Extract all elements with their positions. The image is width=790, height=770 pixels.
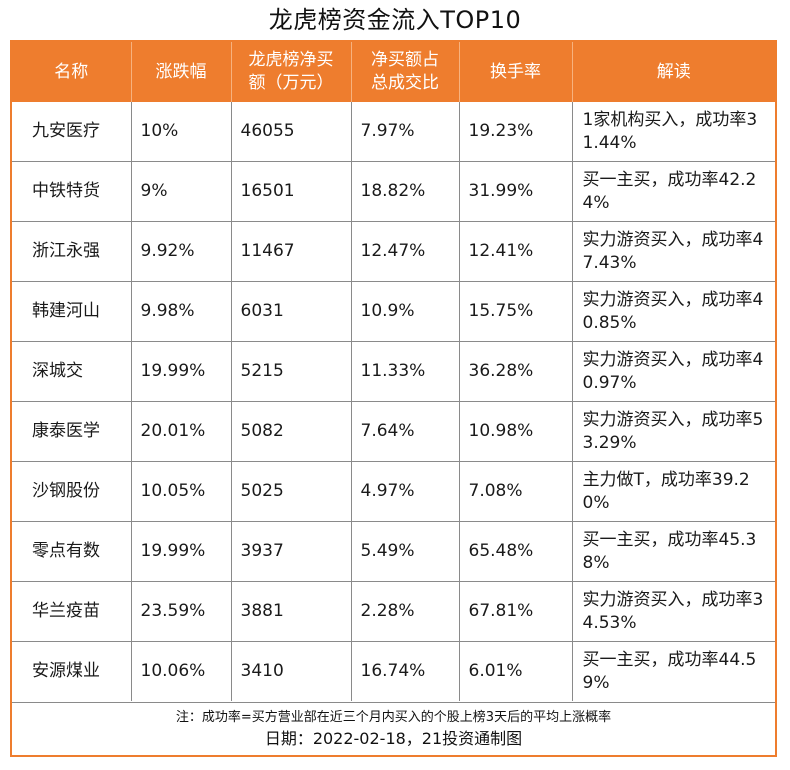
cell-stock-name: 九安医疗 <box>32 121 100 141</box>
cell-turnover-rate: 19.23% <box>458 102 572 162</box>
cell-net-buy-amount: 11467 <box>230 221 351 282</box>
cell-turnover-rate: 67.81% <box>458 581 572 642</box>
cell-stock-name: 沙钢股份 <box>12 461 131 522</box>
cell-net-buy-ratio: 5.49% <box>350 521 459 582</box>
cell-net-buy-amount: 3881 <box>230 581 351 642</box>
cell-net-buy-amount: 3937 <box>230 521 351 582</box>
cell-interpretation: 1家机构买入，成功率31.44% <box>571 102 775 162</box>
table-row: 沙钢股份 10.05% 5025 4.97% 7.08% 主力做T，成功率39.20% <box>12 461 775 522</box>
cell-net-buy-ratio: 11.33% <box>350 341 459 402</box>
table-row: 中铁特货 9% 16501 18.82% 31.99% 买一主买，成功率42.24% <box>12 161 775 222</box>
cell-interpretation: 实力游资买入，成功率53.29% <box>571 401 775 462</box>
cell-net-buy-amount: 3410 <box>230 641 351 701</box>
cell-turnover-rate: 65.48% <box>458 521 572 582</box>
cell-interpretation: 主力做T，成功率39.20% <box>571 461 775 522</box>
header-net-buy-ratio: 净买额占总成交比 <box>350 42 459 102</box>
cell-stock-name: 浙江永强 <box>12 221 131 282</box>
cell-turnover-rate: 15.75% <box>458 281 572 342</box>
cell-interpretation: 实力游资买入，成功率40.85% <box>571 281 775 342</box>
cell-net-buy-amount: 16501 <box>230 161 351 222</box>
cell-net-buy-amount: 5025 <box>230 461 351 522</box>
cell-interpretation: 买一主买，成功率42.24% <box>571 161 775 222</box>
table-row: 韩建河山 9.98% 6031 10.9% 15.75% 实力游资买入，成功率40.85% <box>12 281 775 342</box>
table-row: 浙江永强 9.92% 11467 12.47% 12.41% 实力游资买入，成功率47.4… <box>12 221 775 282</box>
table-row: 深城交 19.99% 5215 11.33% 36.28% 实力游资买入，成功率40.97… <box>12 341 775 402</box>
cell-net-buy-amount: 46055 <box>230 102 351 162</box>
cell-stock-name: 安源煤业 <box>12 641 131 701</box>
cell-net-buy-amount: 5082 <box>230 401 351 462</box>
table-row: 零点有数 19.99% 3937 5.49% 65.48% 买一主买，成功率45.38% <box>12 521 775 582</box>
cell-net-buy-amount: 6031 <box>230 281 351 342</box>
footnote: 注：成功率=买方营业部在近三个月内买入的个股上榜3天后的平均上涨概率 <box>175 710 612 725</box>
cell-change-pct: 19.99% <box>130 521 231 582</box>
table-row: 华兰疫苗 23.59% 3881 2.28% 67.81% 实力游资买入，成功率34.53… <box>12 581 775 642</box>
cell-change-pct: 9.98% <box>130 281 231 342</box>
table-body: 九安医疗 10% 46055 7.97% 19.23% 1家机构买入，成功率31.44% 中… <box>12 102 775 701</box>
cell-net-buy-ratio: 7.97% <box>350 102 459 162</box>
header-change: 涨跌幅 <box>130 42 231 102</box>
header-turnover: 换手率 <box>458 42 572 102</box>
table-row: 九安医疗 10% 46055 7.97% 19.23% 1家机构买入，成功率31.44% <box>12 102 775 162</box>
cell-net-buy-ratio: 4.97% <box>350 461 459 522</box>
cell-interpretation: 实力游资买入，成功率34.53% <box>571 581 775 642</box>
cell-net-buy-ratio: 7.64% <box>350 401 459 462</box>
cell-stock-name: 华兰疫苗 <box>12 581 131 642</box>
cell-change-pct: 10.06% <box>130 641 231 701</box>
cell-stock-name: 康泰医学 <box>12 401 131 462</box>
header-net-buy: 龙虎榜净买额（万元） <box>230 42 351 102</box>
cell-stock-name: 韩建河山 <box>12 281 131 342</box>
cell-turnover-rate: 6.01% <box>458 641 572 701</box>
cell-net-buy-amount: 5215 <box>230 341 351 402</box>
cell-stock-name: 中铁特货 <box>12 161 131 222</box>
cell-net-buy-ratio: 2.28% <box>350 581 459 642</box>
cell-interpretation: 买一主买，成功率45.38% <box>571 521 775 582</box>
cell-turnover-rate: 7.08% <box>458 461 572 522</box>
cell-change-pct: 9% <box>130 161 231 222</box>
footer: 注：成功率=买方营业部在近三个月内买入的个股上榜3天后的平均上涨概率 日期：20… <box>12 702 775 750</box>
cell-interpretation: 买一主买，成功率44.59% <box>571 641 775 701</box>
cell-turnover-rate: 31.99% <box>458 161 572 222</box>
header-name: 名称 <box>12 42 131 102</box>
cell-net-buy-ratio: 18.82% <box>350 161 459 222</box>
cell-interpretation: 实力游资买入，成功率40.97% <box>571 341 775 402</box>
cell-turnover-rate: 10.98% <box>458 401 572 462</box>
cell-net-buy-ratio: 12.47% <box>350 221 459 282</box>
dragon-tiger-table: 名称 涨跌幅 龙虎榜净买额（万元） 净买额占总成交比 换手率 解读 九安医疗 10… <box>12 42 775 701</box>
cell-turnover-rate: 12.41% <box>458 221 572 282</box>
cell-change-pct: 20.01% <box>130 401 231 462</box>
date-line: 日期：2022-02-18，21投资通制图 <box>264 729 523 748</box>
cell-interpretation: 实力游资买入，成功率47.43% <box>571 221 775 282</box>
cell-change-pct: 19.99% <box>130 341 231 402</box>
cell-net-buy-ratio: 16.74% <box>350 641 459 701</box>
cell-stock-name: 深城交 <box>12 341 131 402</box>
header-interpretation: 解读 <box>571 42 775 102</box>
table-row: 康泰医学 20.01% 5082 7.64% 10.98% 实力游资买入，成功率53.29… <box>12 401 775 462</box>
table-header-row: 名称 涨跌幅 龙虎榜净买额（万元） 净买额占总成交比 换手率 解读 <box>12 42 775 102</box>
cell-net-buy-ratio: 10.9% <box>350 281 459 342</box>
cell-stock-name: 零点有数 <box>12 521 131 582</box>
table-frame: 名称 涨跌幅 龙虎榜净买额（万元） 净买额占总成交比 换手率 解读 九安医疗 10… <box>10 40 777 757</box>
cell-change-pct: 23.59% <box>130 581 231 642</box>
cell-change-pct: 10% <box>130 102 231 162</box>
cell-change-pct: 9.92% <box>130 221 231 282</box>
table-row: 安源煤业 10.06% 3410 16.74% 6.01% 买一主买，成功率44.59% <box>12 641 775 701</box>
page-title: 龙虎榜资金流入TOP10 <box>268 6 522 34</box>
cell-change-pct: 10.05% <box>130 461 231 522</box>
cell-turnover-rate: 36.28% <box>458 341 572 402</box>
